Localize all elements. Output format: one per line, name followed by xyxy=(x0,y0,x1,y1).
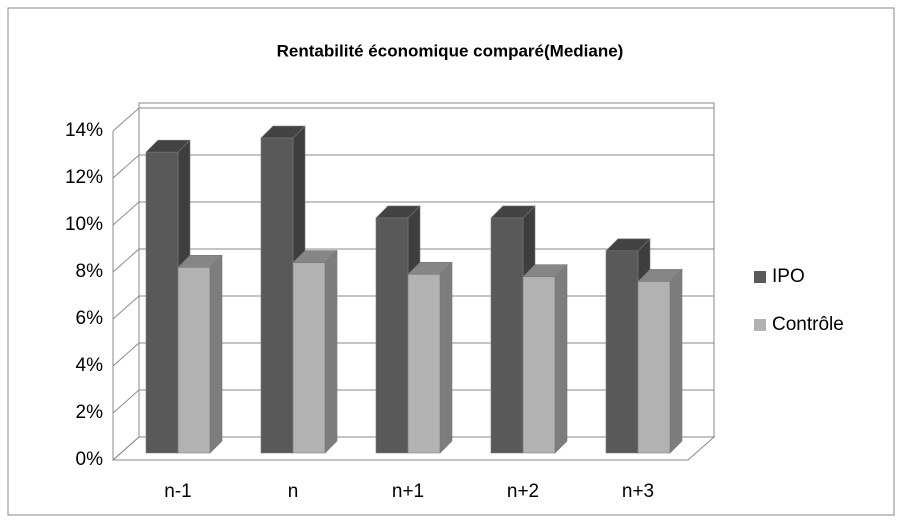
grid-line xyxy=(112,154,714,179)
bar xyxy=(177,254,223,454)
grid-line xyxy=(112,107,714,132)
x-tick-label: n+2 xyxy=(507,481,539,502)
bar-face xyxy=(490,217,524,454)
bar xyxy=(637,268,683,454)
bar xyxy=(522,263,568,454)
y-tick-label: 4% xyxy=(76,355,104,376)
bar-face xyxy=(375,217,409,454)
bar-face xyxy=(177,266,211,454)
bar-face xyxy=(145,151,179,454)
grid-line xyxy=(112,201,714,226)
x-tick-label: n+3 xyxy=(622,481,654,502)
bar-face xyxy=(522,276,556,454)
y-tick-label: 8% xyxy=(76,261,104,282)
legend-swatch xyxy=(754,319,766,331)
bar-face xyxy=(637,281,671,454)
bar-face xyxy=(292,262,326,454)
chart-title: Rentabilité économique comparé(Mediane) xyxy=(277,41,624,60)
bar xyxy=(292,249,338,454)
legend-label: IPO xyxy=(772,266,805,287)
bar-face xyxy=(407,274,441,454)
y-tick-label: 12% xyxy=(65,167,103,188)
x-tick-label: n xyxy=(288,481,299,502)
y-tick-label: 14% xyxy=(65,120,103,141)
bar-face xyxy=(209,254,223,454)
y-tick-label: 6% xyxy=(76,308,104,329)
bar-face xyxy=(260,137,294,454)
bar-face xyxy=(324,249,338,454)
x-tick-label: n+1 xyxy=(392,481,424,502)
bar-face xyxy=(669,268,683,454)
bar xyxy=(407,261,453,454)
bar-face xyxy=(554,263,568,454)
legend-label: Contrôle xyxy=(772,314,844,335)
y-tick-label: 10% xyxy=(65,214,103,235)
y-tick-label: 0% xyxy=(76,449,104,470)
y-tick-label: 2% xyxy=(76,402,104,423)
bar-face xyxy=(605,250,639,454)
x-tick-label: n-1 xyxy=(164,481,191,502)
bar-face xyxy=(439,261,453,454)
legend-swatch xyxy=(754,271,766,283)
